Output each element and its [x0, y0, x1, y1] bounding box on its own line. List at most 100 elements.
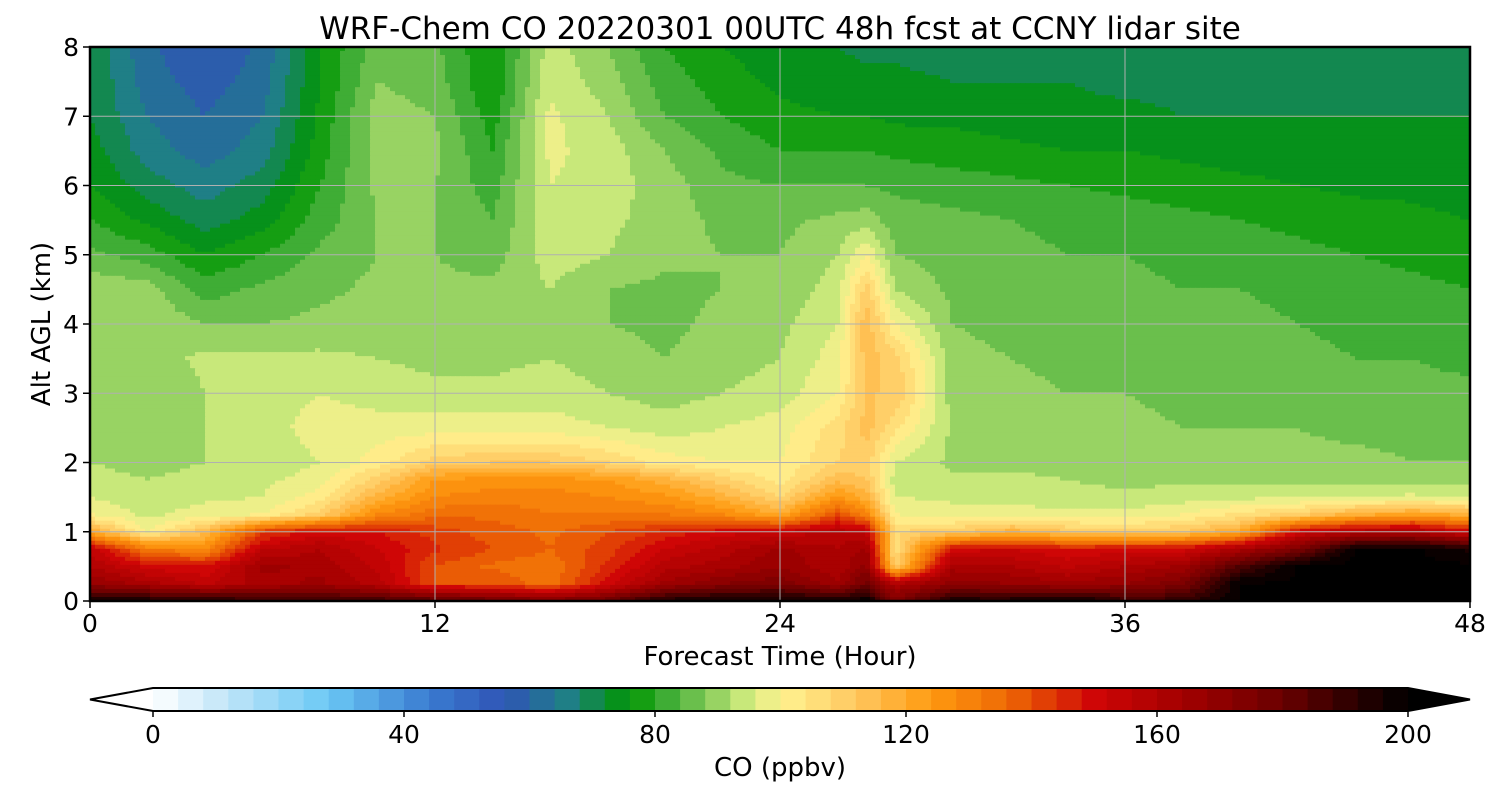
co-value-cell [450, 59, 456, 64]
co-value-cell [1035, 55, 1041, 60]
co-value-cell [150, 51, 156, 56]
co-value-cell [620, 55, 626, 60]
co-value-cell [910, 55, 916, 60]
co-value-cell [665, 59, 671, 64]
co-value-cell [100, 55, 106, 60]
co-value-cell [275, 55, 281, 60]
co-value-cell [760, 55, 766, 60]
co-value-cell [310, 51, 316, 56]
co-value-cell [170, 51, 176, 56]
co-value-cell [635, 59, 641, 64]
co-value-cell [605, 51, 611, 56]
co-value-cell [800, 51, 806, 56]
co-value-cell [155, 51, 161, 56]
co-value-cell [720, 59, 726, 64]
co-value-cell [895, 51, 901, 56]
co-value-cell [950, 51, 956, 56]
co-value-cell [380, 55, 386, 60]
co-value-cell [1040, 51, 1046, 56]
co-value-cell [690, 55, 696, 60]
co-value-cell [200, 51, 206, 56]
co-value-cell [1420, 51, 1426, 56]
co-value-cell [130, 55, 136, 60]
co-value-cell [625, 59, 631, 64]
co-value-cell [180, 51, 186, 56]
co-value-cell [120, 51, 126, 56]
co-value-cell [1055, 55, 1061, 60]
co-value-cell [1070, 55, 1076, 60]
co-value-cell [810, 59, 816, 64]
co-value-cell [890, 51, 896, 56]
co-value-cell [410, 55, 416, 60]
co-value-cell [945, 55, 951, 60]
co-value-cell [525, 51, 531, 56]
co-value-cell [1095, 55, 1101, 60]
co-value-cell [615, 55, 621, 60]
co-value-cell [215, 59, 221, 64]
co-value-cell [1080, 55, 1086, 60]
co-value-cell [160, 51, 166, 56]
co-value-cell [760, 51, 766, 56]
co-value-cell [1285, 51, 1291, 56]
co-value-cell [1065, 55, 1071, 60]
co-value-cell [720, 55, 726, 60]
co-value-cell [385, 55, 391, 60]
co-value-cell [565, 59, 571, 64]
co-value-cell [275, 51, 281, 56]
co-value-cell [830, 59, 836, 64]
co-value-cell [255, 55, 261, 60]
co-value-cell [1440, 51, 1446, 56]
co-value-cell [470, 59, 476, 64]
co-value-cell [1315, 51, 1321, 56]
co-value-cell [1000, 55, 1006, 60]
co-value-cell [890, 55, 896, 60]
co-value-cell [990, 55, 996, 60]
co-value-cell [635, 55, 641, 60]
co-value-cell [405, 51, 411, 56]
co-value-cell [260, 59, 266, 64]
co-value-cell [975, 59, 981, 64]
co-value-cell [425, 55, 431, 60]
co-value-cell [1000, 59, 1006, 64]
co-value-cell [1300, 55, 1306, 60]
co-value-cell [290, 51, 296, 56]
co-value-cell [290, 55, 296, 60]
co-value-cell [485, 55, 491, 60]
co-value-cell [550, 59, 556, 64]
co-value-cell [765, 59, 771, 64]
co-value-cell [850, 55, 856, 60]
co-value-cell [745, 55, 751, 60]
co-value-cell [195, 55, 201, 60]
co-value-cell [95, 55, 101, 60]
co-value-cell [780, 51, 786, 56]
co-value-cell [105, 51, 111, 56]
co-value-cell [475, 51, 481, 56]
co-value-cell [630, 59, 636, 64]
co-value-cell [375, 55, 381, 60]
co-value-cell [1350, 55, 1356, 60]
co-value-cell [1145, 51, 1151, 56]
co-value-cell [135, 59, 141, 64]
co-value-cell [1240, 55, 1246, 60]
co-value-cell [745, 59, 751, 64]
co-value-cell [190, 51, 196, 56]
co-value-cell [1400, 55, 1406, 60]
co-value-cell [225, 59, 231, 64]
co-value-cell [400, 59, 406, 64]
co-value-cell [585, 59, 591, 64]
co-value-cell [1245, 55, 1251, 60]
co-value-cell [1025, 55, 1031, 60]
co-value-cell [285, 59, 291, 64]
co-value-cell [335, 55, 341, 60]
co-value-cell [955, 59, 961, 64]
co-value-cell [1270, 51, 1276, 56]
co-value-cell [95, 51, 101, 56]
co-value-cell [190, 55, 196, 60]
co-value-cell [840, 59, 846, 64]
co-value-cell [900, 59, 906, 64]
co-value-cell [1285, 55, 1291, 60]
co-value-cell [175, 51, 181, 56]
co-value-cell [535, 51, 541, 56]
co-value-cell [895, 55, 901, 60]
co-value-cell [810, 51, 816, 56]
